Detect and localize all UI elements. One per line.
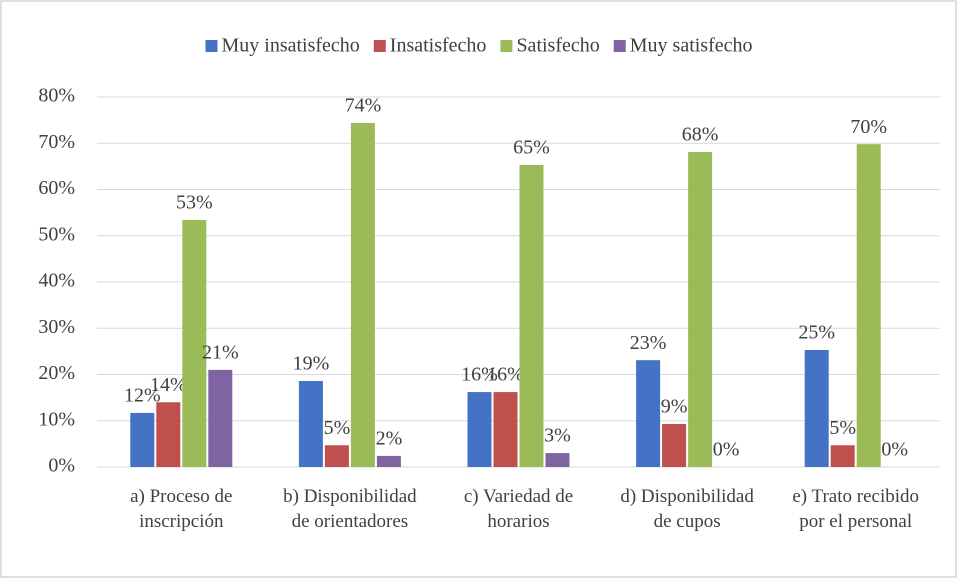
data-label: 21% [202,341,239,363]
y-tick-label: 80% [38,85,75,107]
data-label: 65% [513,137,550,159]
bar [130,412,155,467]
data-label: 74% [345,94,382,116]
bar [156,402,181,467]
y-tick-label: 70% [38,131,75,153]
x-tick-label: c) Variedad de horarios [463,486,574,532]
data-label: 16% [461,364,498,386]
bar [350,122,375,468]
data-label: 53% [176,192,213,214]
data-label: 5% [829,417,856,439]
bar [467,392,492,467]
bar [662,423,687,467]
y-tick-label: 30% [38,316,75,338]
x-tick-label: e) Trato recibido por el personal [792,486,920,532]
bar [376,455,401,467]
y-tick-label: 20% [38,362,75,384]
legend-swatch [613,40,626,52]
bar [830,445,855,467]
legend-swatch [205,40,218,52]
legend-label: Satisfecho [516,35,599,57]
y-tick-label: 0% [48,455,75,477]
y-tick-label: 10% [38,408,75,430]
bar [208,369,233,467]
data-label: 3% [544,425,571,447]
data-label: 68% [682,124,719,146]
bar [804,349,829,467]
data-label: 2% [376,427,403,449]
legend-label: Insatisfecho [390,35,487,57]
x-tick-label: d) Disponibilidad de cupos [620,486,754,532]
legend-label: Muy insatisfecho [221,35,359,57]
bar [856,144,881,468]
bar [324,445,349,467]
data-label: 16% [487,364,524,386]
data-label: 70% [850,116,887,138]
legend-label: Muy satisfecho [630,35,753,57]
bar [688,152,713,467]
bar [545,453,570,467]
data-label: 14% [150,374,187,396]
data-label: 5% [324,417,351,439]
bar [493,392,518,467]
bar [182,220,207,467]
data-label: 23% [630,332,667,354]
y-tick-label: 40% [38,270,75,292]
data-label: 25% [798,322,835,344]
data-label: 9% [661,396,688,418]
data-label: 12% [124,384,161,406]
data-label: 19% [293,353,330,375]
bar [636,360,661,467]
data-label: 0% [713,439,740,461]
x-tick-label: a) Proceso de inscripción [130,486,233,532]
legend-swatch [500,40,513,52]
legend-swatch [373,40,386,52]
bar [298,380,323,467]
bar [519,164,544,468]
y-tick-label: 60% [38,177,75,199]
x-tick-label: b) Disponibilidad de orientadores [283,486,417,532]
data-label: 0% [881,439,908,461]
y-tick-label: 50% [38,223,75,245]
